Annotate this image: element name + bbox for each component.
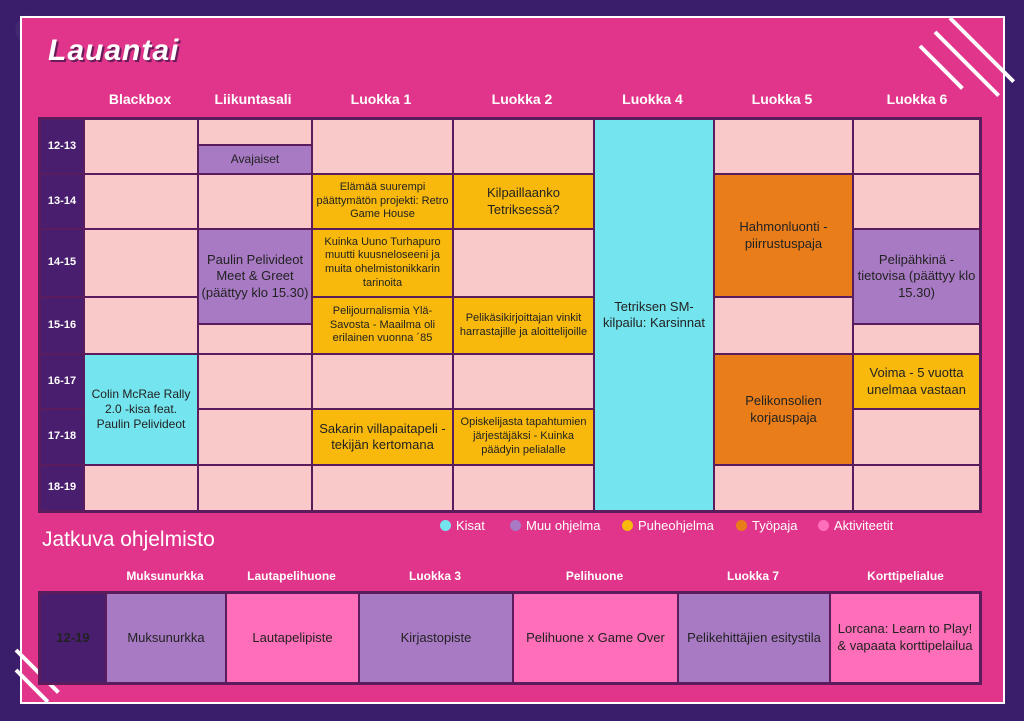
column-header: Lautapelihuone bbox=[247, 569, 336, 583]
empty-slot bbox=[714, 465, 853, 511]
empty-slot bbox=[312, 119, 453, 174]
empty-slot bbox=[198, 465, 312, 511]
event-pelikasikirjoittajan[interactable]: Pelikäsikirjoittajan vinkit harrastajill… bbox=[453, 297, 594, 354]
legend-kisat: Kisat bbox=[440, 518, 485, 533]
empty-slot bbox=[853, 119, 980, 174]
legend-muu: Muu ohjelma bbox=[510, 518, 600, 533]
empty-slot bbox=[312, 465, 453, 511]
column-header: Luokka 4 bbox=[622, 91, 683, 107]
column-header: Luokka 6 bbox=[886, 91, 948, 107]
empty-slot bbox=[84, 229, 198, 297]
column-header: Luokka 7 bbox=[726, 569, 780, 583]
legend-dot bbox=[440, 520, 451, 531]
column-header: Luokka 1 bbox=[350, 91, 412, 107]
event-tetriksen[interactable]: Tetriksen SM-kilpailu: Karsinnat bbox=[594, 119, 714, 511]
column-header: Luokka 2 bbox=[491, 91, 553, 107]
legend-label: Puheohjelma bbox=[638, 518, 714, 533]
time-slot: 18-19 bbox=[40, 465, 84, 511]
event-pelijournalismia[interactable]: Pelijournalismia Ylä-Savosta - Maailma o… bbox=[312, 297, 453, 354]
column-header: Luokka 3 bbox=[408, 569, 462, 583]
legend-label: Työpaja bbox=[752, 518, 798, 533]
empty-slot bbox=[714, 297, 853, 354]
column-header: Luokka 5 bbox=[751, 91, 813, 107]
continuous-grid: 12-19 Muksunurkka Lautapelipiste Kirjast… bbox=[38, 591, 982, 685]
event-paulin[interactable]: Paulin Pelivideot Meet & Greet (päättyy … bbox=[198, 229, 312, 324]
empty-slot bbox=[853, 465, 980, 511]
legend-dot bbox=[510, 520, 521, 531]
event-colin[interactable]: Colin McRae Rally 2.0 -kisa feat. Paulin… bbox=[84, 354, 198, 465]
continuous-item[interactable]: Kirjastopiste bbox=[359, 593, 513, 683]
time-slot: 14-15 bbox=[40, 229, 84, 297]
column-header: Muksunurkka bbox=[126, 569, 204, 583]
empty-slot bbox=[84, 174, 198, 229]
empty-slot bbox=[198, 354, 312, 409]
empty-slot bbox=[453, 465, 594, 511]
event-pelikonsolien[interactable]: Pelikonsolien korjauspaja bbox=[714, 354, 853, 465]
column-header: Korttipelialue bbox=[867, 569, 944, 583]
time-slot: 12-19 bbox=[40, 593, 106, 683]
legend-dot bbox=[736, 520, 747, 531]
time-slot: 16-17 bbox=[40, 354, 84, 409]
event-elamaa[interactable]: Elämää suurempi päättymätön projekti: Re… bbox=[312, 174, 453, 229]
time-slot: 17-18 bbox=[40, 409, 84, 465]
event-voima[interactable]: Voima - 5 vuotta unelmaa vastaan bbox=[853, 354, 980, 409]
section-title: Jatkuva ohjelmisto bbox=[42, 528, 215, 551]
time-slot: 13-14 bbox=[40, 174, 84, 229]
column-header: Pelihuone bbox=[565, 569, 624, 583]
legend-puhe: Puheohjelma bbox=[622, 518, 714, 533]
empty-slot bbox=[853, 174, 980, 229]
empty-slot bbox=[84, 119, 198, 174]
legend-dot bbox=[818, 520, 829, 531]
continuous-item[interactable]: Pelihuone x Game Over bbox=[513, 593, 678, 683]
event-pelipahkina[interactable]: Pelipähkinä -tietovisa (päättyy klo 15.3… bbox=[853, 229, 980, 324]
legend-label: Muu ohjelma bbox=[526, 518, 601, 533]
legend-dot bbox=[622, 520, 633, 531]
event-avajaiset[interactable]: Avajaiset bbox=[198, 145, 312, 174]
continuous-item[interactable]: Muksunurkka bbox=[106, 593, 226, 683]
empty-slot bbox=[453, 229, 594, 297]
column-header: Liikuntasali bbox=[214, 91, 292, 107]
event-kilpaillaanko[interactable]: Kilpaillaanko Tetriksessä? bbox=[453, 174, 594, 229]
empty-slot bbox=[853, 324, 980, 354]
time-slot: 12-13 bbox=[40, 119, 84, 174]
event-hahmonluonti[interactable]: Hahmonluonti -piirrustuspaja bbox=[714, 174, 853, 297]
column-header: Blackbox bbox=[108, 91, 172, 107]
continuous-item[interactable]: Lorcana: Learn to Play! & vapaata kortti… bbox=[830, 593, 980, 683]
empty-slot bbox=[198, 324, 312, 354]
schedule-grid: 12-13 13-14 14-15 15-16 16-17 17-18 18-1… bbox=[38, 117, 982, 513]
legend-label: Aktiviteetit bbox=[834, 518, 894, 533]
empty-slot bbox=[453, 354, 594, 409]
empty-slot bbox=[853, 409, 980, 465]
empty-slot bbox=[312, 354, 453, 409]
legend-aktiviteetit: Aktiviteetit bbox=[818, 518, 893, 533]
empty-slot bbox=[198, 119, 312, 145]
empty-slot bbox=[198, 409, 312, 465]
page-title: Lauantai bbox=[48, 34, 180, 67]
legend-label: Kisat bbox=[456, 518, 485, 533]
event-kuinka[interactable]: Kuinka Uuno Turhapuro muutti kuusnelosee… bbox=[312, 229, 453, 297]
continuous-item[interactable]: Pelikehittäjien esitystila bbox=[678, 593, 830, 683]
empty-slot bbox=[84, 297, 198, 354]
event-sakarin[interactable]: Sakarin villapaitapeli -tekijän kertoman… bbox=[312, 409, 453, 465]
empty-slot bbox=[453, 119, 594, 174]
continuous-item[interactable]: Lautapelipiste bbox=[226, 593, 359, 683]
legend-tyopaja: Työpaja bbox=[736, 518, 798, 533]
empty-slot bbox=[714, 119, 853, 174]
empty-slot bbox=[84, 465, 198, 511]
time-slot: 15-16 bbox=[40, 297, 84, 354]
empty-slot bbox=[198, 174, 312, 229]
event-opiskelijasta[interactable]: Opiskelijasta tapahtumien järjestäjäksi … bbox=[453, 409, 594, 465]
